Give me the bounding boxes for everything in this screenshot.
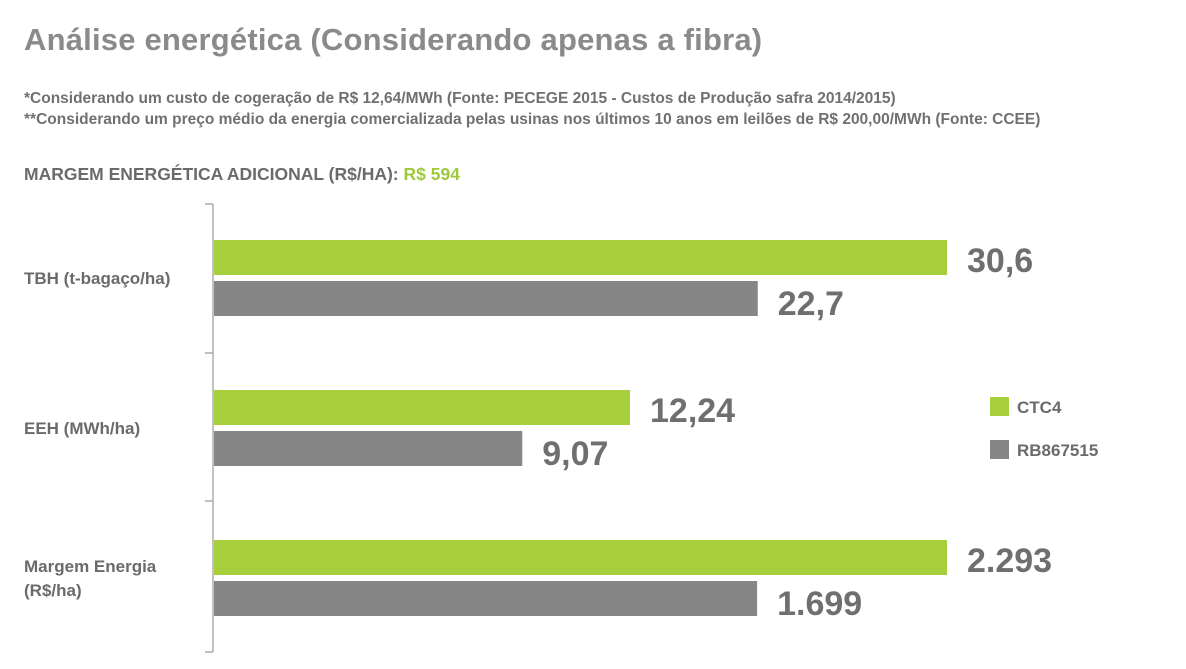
bar-ctc4 <box>214 240 947 275</box>
category-label: (R$/ha) <box>24 581 82 600</box>
data-label: 2.293 <box>967 542 1052 580</box>
chart-title: Análise energética (Considerando apenas … <box>24 22 763 57</box>
additional-margin-label: MARGEM ENERGÉTICA ADICIONAL (R$/HA): <box>24 164 404 184</box>
bar-ctc4 <box>214 390 630 425</box>
category-label: EEH (MWh/ha) <box>24 419 140 438</box>
data-label: 12,24 <box>650 392 735 430</box>
additional-margin-value: R$ 594 <box>403 164 460 184</box>
footnote-energy-price: **Considerando um preço médio da energia… <box>24 111 1041 128</box>
legend-label-rb867515: RB867515 <box>1017 441 1098 460</box>
legend-label-ctc4: CTC4 <box>1017 398 1062 417</box>
data-label: 9,07 <box>542 435 608 473</box>
bar-rb867515 <box>214 581 758 616</box>
legend-swatch-ctc4 <box>990 397 1009 416</box>
data-label: 1.699 <box>777 585 862 623</box>
data-label: 30,6 <box>967 242 1033 280</box>
bar-rb867515 <box>214 281 758 316</box>
bar-rb867515 <box>214 431 523 466</box>
bar-ctc4 <box>214 540 947 575</box>
legend-swatch-rb867515 <box>990 440 1009 459</box>
data-label: 22,7 <box>778 285 844 323</box>
additional-margin-line: MARGEM ENERGÉTICA ADICIONAL (R$/HA): R$ … <box>24 164 460 185</box>
category-label: TBH (t-bagaço/ha) <box>24 269 170 288</box>
footnote-cogeneration-cost: *Considerando um custo de cogeração de R… <box>24 90 896 107</box>
category-label: Margem Energia <box>24 557 157 576</box>
